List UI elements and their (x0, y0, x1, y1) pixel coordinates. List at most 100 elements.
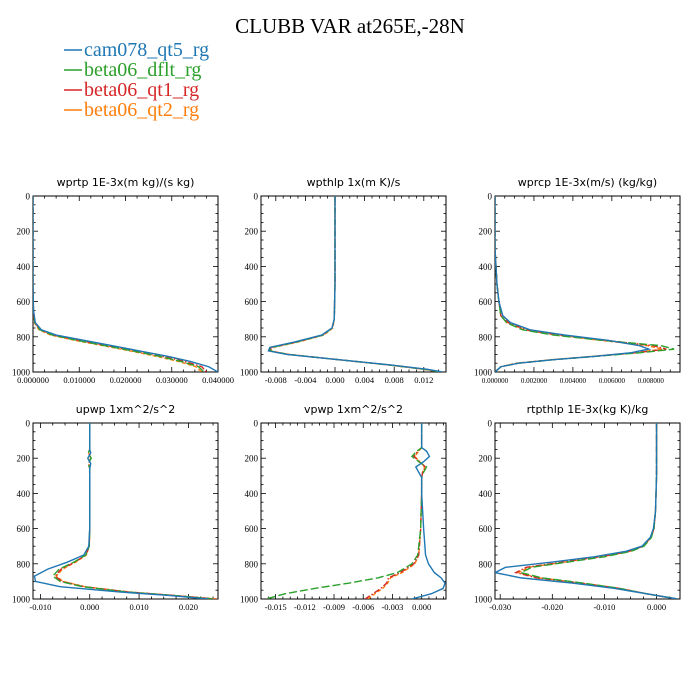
y-tick-label: 600 (479, 297, 493, 307)
panel-title: vpwp 1xm^2/s^2 (304, 403, 403, 416)
x-tick-label: -0.006 (352, 602, 374, 612)
y-tick-label: 800 (479, 559, 493, 569)
y-tick-label: 1000 (474, 368, 493, 378)
y-tick-label: 600 (17, 297, 31, 307)
y-tick-label: 1000 (12, 368, 31, 378)
panel-6: rtpthlp 1E-3x(kg K)/kg02004006008001000-… (474, 403, 681, 612)
x-tick-label: -0.004 (294, 375, 317, 385)
y-tick-label: 400 (245, 262, 259, 272)
legend-item: cam078_qt5_rg (64, 38, 210, 61)
series-line-cam078_qt5_rg (267, 196, 443, 372)
series-line-beta06_dflt_rg (33, 196, 205, 372)
series-line-beta06_qt1_rg (33, 196, 207, 372)
y-tick-label: 1000 (240, 368, 259, 378)
panel-title: wpthlp 1x(m K)/s (307, 176, 401, 189)
y-tick-label: 800 (479, 332, 493, 342)
legend-item: beta06_dflt_rg (64, 59, 209, 81)
plot-frame (32, 422, 219, 600)
x-tick-label: 0.020000 (110, 375, 142, 385)
x-tick-label: 0.000 (80, 602, 99, 612)
panel-3: wprcp 1E-3x(m/s) (kg/kg) 0 200 400 600 800 100… (474, 176, 681, 385)
panel-title: upwp 1xm^2/s^2 (76, 403, 176, 416)
y-tick-label: 200 (17, 227, 31, 237)
series-line-beta06_qt1_rg (513, 423, 678, 599)
series-line-beta06_qt1_rg (267, 196, 441, 372)
series-line-beta06_qt2_rg (269, 196, 439, 372)
panel-1: wprtp 1E-3x(m kg)/(s kg) 0 200 400 600 800 100… (12, 176, 234, 385)
x-tick-label: -0.009 (323, 602, 345, 612)
x-tick-label: 0.004 (355, 375, 375, 385)
series-line-beta06_dflt_rg (265, 423, 428, 599)
x-tick-label: -0.012 (294, 602, 316, 612)
legend-label: beta06_qt1_rg (84, 78, 200, 101)
x-tick-label: 0.000 (412, 602, 431, 612)
x-tick-label: 0.000000 (17, 375, 49, 385)
series-line-beta06_qt2_rg (367, 423, 426, 599)
legend-swatch (64, 49, 82, 51)
legend-swatch (64, 89, 82, 91)
series-line-beta06_dflt_rg (268, 196, 441, 372)
series-line-beta06_qt2_rg (33, 196, 203, 372)
y-tick-label: 200 (479, 454, 493, 464)
x-tick-label: -0.015 (265, 602, 287, 612)
panel-title: wprcp 1E-3x(m/s) (kg/kg) (518, 176, 657, 189)
y-tick-label: 0 (254, 192, 259, 202)
legend-item: beta06_qt2_rg (64, 98, 209, 121)
plot-frame (260, 195, 447, 373)
y-tick-label: 200 (17, 454, 31, 464)
legend-swatch (64, 69, 82, 71)
x-tick-label: 0.008000 (638, 377, 665, 385)
y-tick-label: 400 (245, 489, 259, 499)
x-tick-label: -0.030 (489, 602, 511, 612)
y-tick-label: 600 (479, 524, 493, 534)
x-tick-label: -0.010 (29, 602, 51, 612)
plot-frame (32, 195, 219, 373)
x-tick-label: 0.030000 (156, 375, 188, 385)
y-tick-label: 600 (245, 524, 259, 534)
y-tick-label: 1000 (12, 595, 31, 605)
x-tick-label: 0.020 (179, 602, 198, 612)
series-line-beta06_qt2_rg (55, 423, 218, 599)
x-tick-label: -0.008 (265, 375, 287, 385)
x-tick-label: 0.004000 (560, 377, 587, 385)
y-tick-label: 800 (17, 332, 31, 342)
panel-4: upwp 1xm^2/s^2 0 200 400 600 800 1000-0.010 0.0… (12, 403, 219, 612)
x-tick-label: 0.010000 (63, 375, 95, 385)
panel-title: wprtp 1E-3x(m kg)/(s kg) (57, 176, 195, 189)
legend-swatch (64, 109, 82, 111)
x-tick-label: 0.006000 (599, 377, 626, 385)
legend-label: beta06_qt2_rg (84, 98, 200, 121)
y-tick-label: 800 (245, 332, 259, 342)
y-tick-label: 200 (479, 227, 493, 237)
legend: cam078_qt5_rg beta06_dflt_rg beta06_qt1_… (64, 38, 210, 121)
series-line-cam078_qt5_rg (411, 423, 446, 599)
x-tick-label: 0.010 (130, 602, 149, 612)
legend-item: beta06_qt1_rg (64, 78, 209, 101)
y-tick-label: 400 (479, 262, 493, 272)
x-tick-label: 0.002000 (521, 377, 548, 385)
y-tick-label: 400 (479, 489, 493, 499)
y-tick-label: 200 (245, 227, 259, 237)
y-tick-label: 800 (245, 559, 259, 569)
series-line-beta06_qt1_rg (54, 423, 216, 599)
panel-5: vpwp 1xm^2/s^2 0 200 400 600 800 1000 -0.015 -0.… (240, 403, 447, 612)
series-line-beta06_qt2_rg (516, 423, 678, 599)
y-tick-label: 0 (26, 419, 31, 429)
legend-label: cam078_qt5_rg (84, 38, 210, 61)
x-tick-label: -0.010 (593, 602, 615, 612)
y-tick-label: 0 (488, 192, 493, 202)
x-tick-label: 0.000000 (482, 377, 509, 385)
x-tick-label: 0.000 (325, 375, 344, 385)
x-tick-label: 0.040000 (202, 375, 234, 385)
panel-title: rtpthlp 1E-3x(kg K)/kg (527, 403, 649, 416)
figure-title: CLUBB VAR at265E,-28N (235, 14, 465, 38)
series-line-cam078_qt5_rg (495, 423, 678, 599)
x-tick-label: 0.008 (385, 375, 404, 385)
panel-2: wpthlp 1x(m K)/s 0 200 400 600 800 1000 -0.008-… (240, 176, 447, 385)
y-tick-label: 600 (245, 297, 259, 307)
y-tick-label: 400 (17, 262, 31, 272)
series-line-cam078_qt5_rg (33, 423, 209, 599)
x-tick-label: -0.020 (541, 602, 563, 612)
